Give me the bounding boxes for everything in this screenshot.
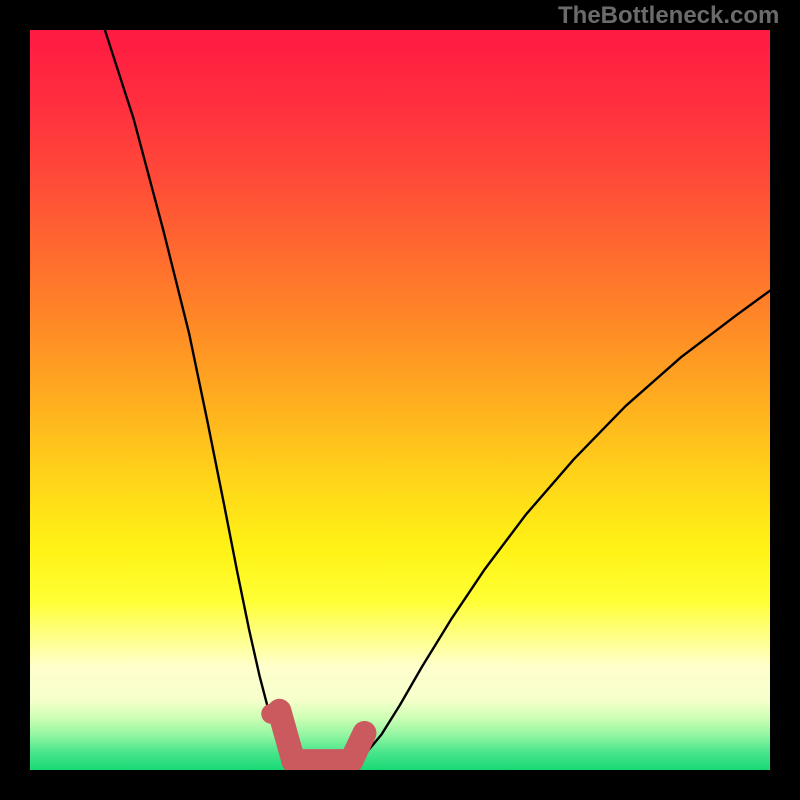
- feature-marker: [261, 704, 364, 761]
- feature-dot: [261, 704, 281, 724]
- curve-right-branch: [313, 285, 770, 768]
- curve-left-branch: [103, 30, 313, 769]
- watermark-text: TheBottleneck.com: [558, 2, 779, 30]
- chart-overlay: [30, 30, 770, 770]
